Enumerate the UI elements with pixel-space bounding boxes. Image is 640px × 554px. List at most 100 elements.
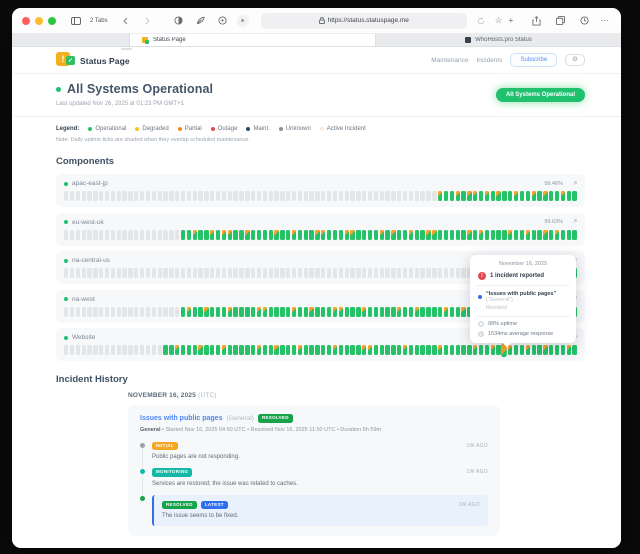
uptime-tick[interactable] [99,229,104,240]
uptime-tick[interactable] [163,345,168,355]
target-extension-icon[interactable] [215,14,231,28]
uptime-tick[interactable] [461,229,466,240]
uptime-tick[interactable] [508,345,513,355]
uptime-tick[interactable] [268,229,273,240]
uptime-tick[interactable] [81,345,86,355]
uptime-tick[interactable] [332,306,338,317]
uptime-tick[interactable] [315,268,320,278]
uptime-tick[interactable] [420,229,425,240]
uptime-tick[interactable] [134,229,139,240]
uptime-tick[interactable] [391,229,396,240]
uptime-tick[interactable] [344,306,349,317]
uptime-tick[interactable] [151,229,156,240]
uptime-tick[interactable] [291,191,297,201]
uptime-tick[interactable] [391,306,396,317]
uptime-tick[interactable] [379,306,384,317]
uptime-tick[interactable] [426,345,431,355]
uptime-tick[interactable] [426,191,431,201]
uptime-tick[interactable] [245,229,250,240]
uptime-tick[interactable] [145,191,151,201]
uptime-tick[interactable] [438,268,443,278]
uptime-tick[interactable] [210,268,215,278]
uptime-tick[interactable] [256,306,262,317]
uptime-tick[interactable] [268,306,273,317]
uptime-tick[interactable] [455,191,460,201]
uptime-tick[interactable] [449,229,455,240]
uptime-tick[interactable] [93,345,98,355]
uptime-tick[interactable] [508,191,513,201]
uptime-tick[interactable] [291,229,297,240]
uptime-tick[interactable] [443,345,449,355]
uptime-tick[interactable] [233,229,238,240]
uptime-tick[interactable] [402,306,408,317]
uptime-tick[interactable] [221,306,227,317]
uptime-tick[interactable] [397,229,402,240]
uptime-tick[interactable] [69,229,75,240]
uptime-tick[interactable] [93,229,98,240]
uptime-tick[interactable] [543,345,548,355]
uptime-tick[interactable] [373,191,379,201]
uptime-tick[interactable] [420,191,425,201]
uptime-tick[interactable] [204,229,209,240]
uptime-tick[interactable] [145,306,151,317]
uptime-tick[interactable] [64,345,69,355]
uptime-tick[interactable] [198,268,203,278]
uptime-tick[interactable] [350,191,355,201]
uptime-tick[interactable] [87,306,92,317]
uptime-tick[interactable] [408,306,414,317]
uptime-tick[interactable] [81,229,86,240]
uptime-tick[interactable] [426,268,431,278]
uptime-tick[interactable] [215,268,221,278]
uptime-tick[interactable] [163,191,168,201]
uptime-tick[interactable] [367,306,373,317]
uptime-tick[interactable] [402,229,408,240]
uptime-tick[interactable] [104,306,110,317]
uptime-tick[interactable] [227,345,232,355]
uptime-tick[interactable] [455,268,460,278]
nav-incidents-link[interactable]: Incidents [476,56,503,64]
uptime-tick[interactable] [262,229,268,240]
uptime-tick[interactable] [75,229,81,240]
uptime-tick[interactable] [262,345,268,355]
uptime-tick[interactable] [198,306,203,317]
uptime-tick[interactable] [210,229,215,240]
uptime-tick[interactable] [537,191,542,201]
incident-title-link[interactable]: Issues with public pages [140,414,223,422]
uptime-tick[interactable] [215,229,221,240]
uptime-tick[interactable] [356,345,361,355]
uptime-tick[interactable] [198,191,203,201]
uptime-tick[interactable] [309,268,314,278]
uptime-tick[interactable] [315,229,320,240]
uptime-tick[interactable] [362,345,367,355]
uptime-tick[interactable] [309,229,314,240]
uptime-tick[interactable] [75,345,81,355]
uptime-tick[interactable] [338,268,343,278]
uptime-tick[interactable] [391,191,396,201]
uptime-tick[interactable] [210,191,215,201]
uptime-tick[interactable] [104,191,110,201]
uptime-tick[interactable] [408,191,414,201]
uptime-tick[interactable] [397,191,402,201]
uptime-tick[interactable] [367,345,373,355]
uptime-tick[interactable] [397,268,402,278]
uptime-tick[interactable] [139,191,145,201]
uptime-tick[interactable] [385,306,390,317]
uptime-tick[interactable] [251,191,256,201]
uptime-tick[interactable] [367,268,373,278]
uptime-tick[interactable] [467,191,472,201]
uptime-tick[interactable] [408,229,414,240]
uptime-tick[interactable] [128,191,133,201]
uptime-tick[interactable] [326,191,332,201]
uptime-tick[interactable] [332,229,338,240]
uptime-tick[interactable] [473,345,478,355]
uptime-tick[interactable] [560,229,566,240]
uptime-tick[interactable] [519,191,525,201]
uptime-tick[interactable] [69,268,75,278]
uptime-tick[interactable] [443,306,449,317]
subscribe-button[interactable]: Subscribe [510,53,558,67]
uptime-tick[interactable] [180,268,186,278]
uptime-tick[interactable] [110,306,116,317]
uptime-tick[interactable] [560,345,566,355]
uptime-tick[interactable] [186,229,192,240]
uptime-tick[interactable] [519,229,525,240]
